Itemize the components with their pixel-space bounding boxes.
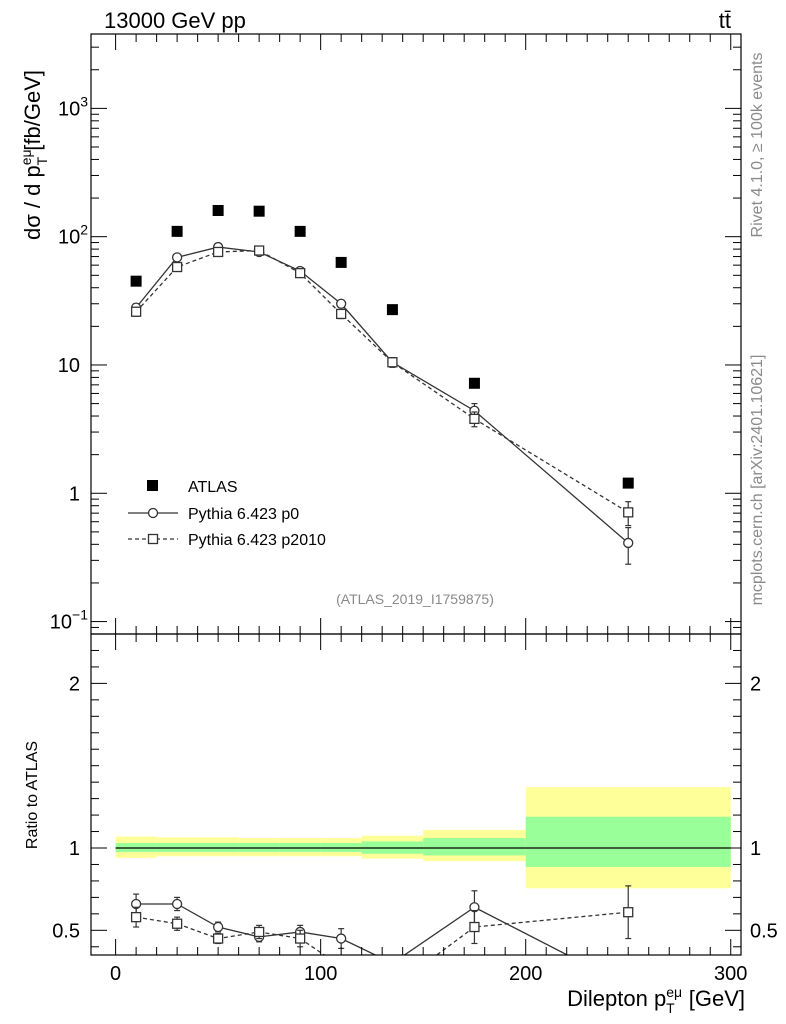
mcplots-reference-label: mcplots.cern.ch [arXiv:2401.10621] xyxy=(749,355,766,606)
x-tick-label-1: 100 xyxy=(304,963,337,985)
x-title-subscript: T xyxy=(666,1000,675,1016)
ratio-p2010-point-3 xyxy=(253,926,265,938)
header-process-label: tt̄ xyxy=(719,8,731,33)
main-p0-line xyxy=(135,246,629,544)
main-y-title-text: dσ / d p xyxy=(20,165,45,240)
main-p0-point-8 xyxy=(623,537,634,549)
ratio-p0-point-5 xyxy=(336,933,347,944)
main-y-tick-exponent: −1 xyxy=(72,607,88,623)
ratio-y-tick-label-left-2: 2 xyxy=(69,673,80,695)
x-axis-title: Dilepton peμ T [GeV] xyxy=(567,984,745,1016)
x-title-text: Dilepton p xyxy=(567,986,666,1011)
x-tick-label-3: 300 xyxy=(714,963,747,985)
atlas-data-point-4 xyxy=(294,225,306,237)
ratio-p0-point-1 xyxy=(171,898,183,910)
x-tick-label-2: 200 xyxy=(509,963,542,985)
main-y-tick-label-4: 103 xyxy=(58,93,88,120)
atlas-data-point-1 xyxy=(171,225,183,237)
rivet-version-label: Rivet 4.1.0, ≥ 100k events xyxy=(749,53,766,238)
ratio-y-axis-title: Ratio to ATLAS xyxy=(24,741,41,849)
main-p2010-point-4 xyxy=(294,267,306,279)
ratio-p2010-point-0 xyxy=(130,911,142,923)
main-y-tick-label-2: 10 xyxy=(58,355,80,377)
ratio-y-tick-label-right-1: 1 xyxy=(750,838,761,860)
main-y-tick-label-0: 10−1 xyxy=(50,607,88,634)
atlas-data-point-3 xyxy=(253,205,265,217)
ratio-inner xyxy=(115,787,731,992)
main-y-tick-label-1: 1 xyxy=(69,483,80,505)
atlas-data-point-7 xyxy=(468,377,480,389)
ratio-p2010-point-8 xyxy=(623,907,634,918)
ratio-p2010-point-6 xyxy=(388,983,397,992)
ratio-y-tick-label-left-1: 1 xyxy=(69,838,80,860)
main-y-tick-base: 10 xyxy=(50,612,72,634)
main-p2010-point-8 xyxy=(623,507,634,518)
atlas-data-point-2 xyxy=(212,204,224,216)
ratio-p2010-point-7 xyxy=(469,921,480,933)
ratio-p2010-point-5 xyxy=(337,962,346,971)
main-p2010-line xyxy=(135,249,629,513)
main-y-tick-base: 1 xyxy=(69,483,80,505)
main-p0-point-5 xyxy=(336,298,347,309)
ratio-p2010-point-2 xyxy=(212,933,224,944)
ratio-y-tick-label-right-2: 2 xyxy=(750,673,761,695)
main-y-title-subscript: T xyxy=(34,156,50,165)
main-y-title-unit: [fb/GeV] xyxy=(20,70,45,157)
atlas-data-point-6 xyxy=(386,304,398,316)
atlas-data-point-5 xyxy=(335,256,347,268)
ratio-frame xyxy=(90,633,742,956)
ratio-p2010-point-4 xyxy=(294,933,306,944)
x-tick-label-0: 0 xyxy=(110,963,121,985)
legend-atlas-marker xyxy=(147,480,158,491)
main-inner xyxy=(130,204,634,565)
main-y-tick-label-3: 102 xyxy=(58,222,88,249)
main-y-title-superscript: eμ xyxy=(18,149,34,165)
ratio-p2010-point-1 xyxy=(171,918,183,929)
ratio-y-tick-label-left-0: 0.5 xyxy=(52,920,80,942)
main-p2010-point-3 xyxy=(253,245,265,256)
x-title-unit: [GeV] xyxy=(683,986,745,1011)
main-y-tick-base: 10 xyxy=(58,355,80,377)
main-p2010-point-0 xyxy=(130,306,142,317)
main-y-tick-exponent: 3 xyxy=(80,93,88,109)
legend-atlas-label: ATLAS xyxy=(188,479,238,496)
ratio-green-band-8 xyxy=(525,816,731,867)
main-p0-point-1 xyxy=(171,252,183,263)
legend: ATLAS Pythia 6.423 p0 Pythia 6.423 p2010 xyxy=(128,479,326,549)
header-energy-label: 13000 GeV pp xyxy=(104,8,246,33)
ratio-y-tick-label-right-0: 0.5 xyxy=(750,920,778,942)
main-p2010-point-6 xyxy=(387,357,398,368)
ratio-p0-point-2 xyxy=(212,921,224,933)
ratio-green-band-7 xyxy=(423,838,526,856)
main-y-tick-base: 10 xyxy=(58,98,80,120)
main-y-tick-exponent: 2 xyxy=(80,222,88,238)
main-p2010-point-7 xyxy=(469,413,480,425)
main-p2010-point-5 xyxy=(336,308,347,320)
ratio-p0-line xyxy=(136,903,569,955)
main-y-axis-title: dσ / d peμT [fb/GeV] xyxy=(18,70,50,240)
analysis-id-label: (ATLAS_2019_I1759875) xyxy=(336,591,494,607)
ratio-plot-area: 0.5 0.5 1 1 2 2 0 100 200 300 xyxy=(52,633,778,992)
atlas-data-point-0 xyxy=(130,275,142,287)
main-p2010-point-1 xyxy=(171,261,183,273)
legend-p0-marker xyxy=(147,507,159,519)
legend-p0-label: Pythia 6.423 p0 xyxy=(188,506,299,523)
atlas-data-point-8 xyxy=(622,477,634,489)
main-p2010-point-2 xyxy=(212,246,224,258)
ratio-p0-point-6 xyxy=(388,959,397,968)
x-title-superscript: eμ xyxy=(666,984,682,1000)
main-y-tick-base: 10 xyxy=(58,227,80,249)
legend-p2010-label: Pythia 6.423 p2010 xyxy=(188,532,326,549)
legend-p2010-marker xyxy=(147,533,159,545)
